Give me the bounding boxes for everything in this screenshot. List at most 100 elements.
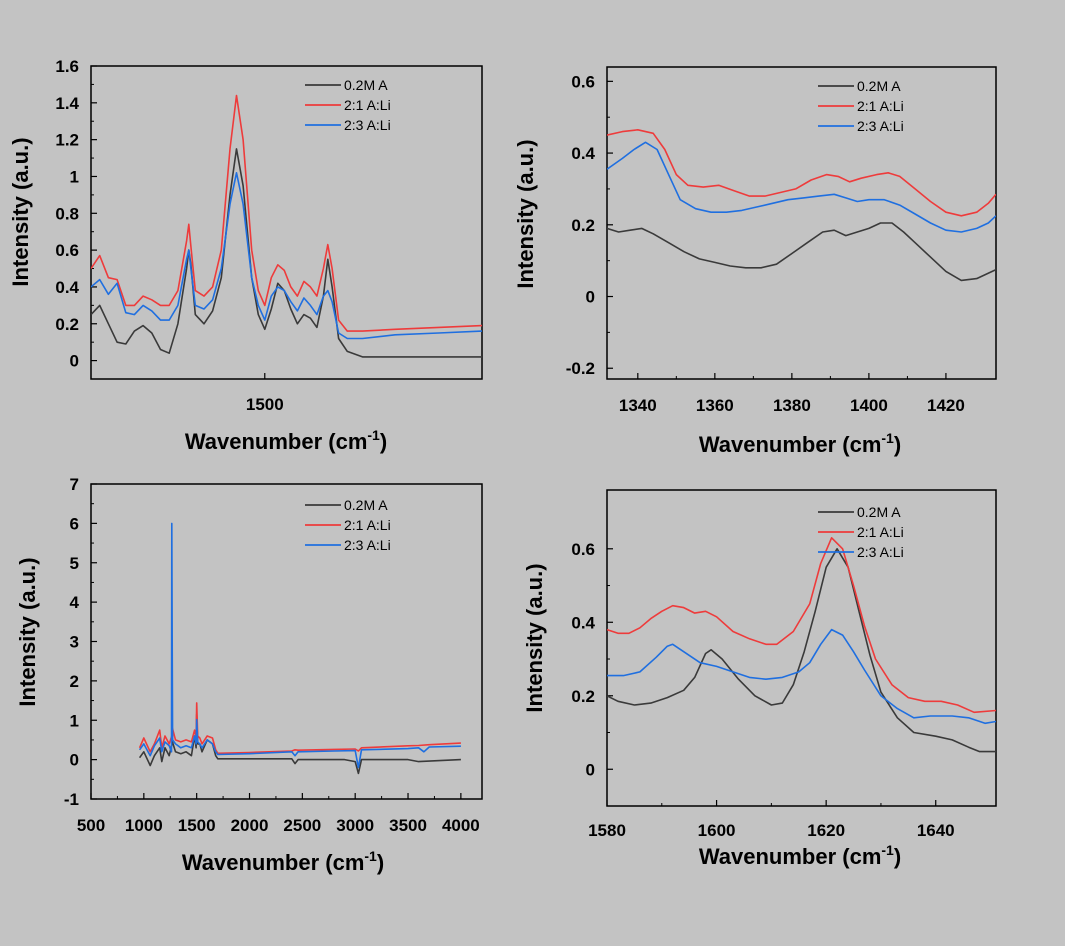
x-tick-label: 1640	[917, 821, 955, 840]
y-axis-ticks: 0 0.2 0.4 0.6 0.8 1 1.2 1.4 1.6	[55, 57, 97, 371]
series-line-1	[607, 222, 996, 282]
series-line-2	[91, 94, 482, 332]
plot-area	[606, 489, 997, 807]
series-line-2	[138, 702, 461, 755]
x-tick-label: 1500	[246, 395, 284, 414]
legend: 0.2M A 2:1 A:Li 2:3 A:Li	[818, 504, 904, 560]
legend-label: 2:1 A:Li	[857, 524, 904, 540]
x-tick-label: 1380	[773, 396, 811, 415]
series-lines	[138, 522, 461, 775]
y-axis-label: Intensity (a.u.)	[522, 563, 547, 712]
y-tick-label: 0.2	[571, 216, 595, 235]
x-axis-label-superscript: -1	[367, 427, 380, 443]
y-tick-label: 0.4	[571, 144, 595, 163]
y-tick-label: 0.2	[571, 687, 595, 706]
series-line-2	[607, 537, 996, 714]
x-axis-ticks: 1340 1360 1380 1400 1420	[619, 373, 965, 415]
x-axis-label: Wavenumber (cm-1)	[699, 430, 901, 457]
y-tick-label: 2	[70, 672, 79, 691]
x-axis-ticks: 1500	[246, 373, 284, 414]
y-tick-label: 1.2	[55, 131, 79, 150]
x-tick-label: 1580	[588, 821, 626, 840]
x-axis-label: Wavenumber (cm-1)	[182, 848, 384, 875]
y-tick-label: 1	[70, 167, 79, 186]
legend-label: 2:3 A:Li	[857, 544, 904, 560]
y-tick-label: 4	[70, 593, 80, 612]
x-axis-label-superscript: -1	[364, 848, 377, 864]
y-tick-label: 0	[586, 288, 595, 307]
y-tick-label: -1	[64, 790, 79, 809]
y-tick-label: -0.2	[566, 359, 595, 378]
y-axis-ticks: -0.2 0 0.2 0.4 0.6	[566, 72, 613, 378]
x-tick-label: 3500	[389, 816, 427, 835]
series-line-3	[91, 172, 482, 340]
series-line-2	[607, 129, 996, 217]
y-axis-label: Intensity (a.u.)	[8, 137, 33, 286]
y-tick-label: 7	[70, 475, 79, 494]
y-tick-label: 3	[70, 633, 79, 652]
y-tick-label: 0.6	[571, 540, 595, 559]
series-line-3	[607, 141, 996, 233]
x-tick-label: 4000	[442, 816, 480, 835]
legend-label: 2:3 A:Li	[857, 118, 904, 134]
series-line-1	[607, 548, 996, 753]
y-tick-label: 0	[70, 352, 79, 371]
series-lines	[91, 94, 482, 358]
legend: 0.2M A 2:1 A:Li 2:3 A:Li	[818, 78, 904, 134]
plot-area	[90, 65, 483, 380]
series-line-3	[607, 628, 996, 725]
y-tick-label: 0.4	[571, 613, 595, 632]
series-line-3	[138, 522, 461, 769]
y-tick-label: 0.4	[55, 278, 79, 297]
y-tick-label: 0.6	[55, 241, 79, 260]
y-tick-label: 6	[70, 514, 79, 533]
legend: 0.2M A 2:1 A:Li 2:3 A:Li	[305, 497, 391, 553]
y-tick-label: 1.4	[55, 94, 79, 113]
y-axis-label: Intensity (a.u.)	[15, 557, 40, 706]
legend-label: 2:3 A:Li	[344, 117, 391, 133]
x-tick-label: 1000	[125, 816, 163, 835]
y-axis-ticks: 0 0.2 0.4 0.6	[571, 540, 613, 779]
y-tick-label: 0.2	[55, 315, 79, 334]
x-tick-label: 2500	[283, 816, 321, 835]
x-tick-label: 1340	[619, 396, 657, 415]
y-tick-label: 1.6	[55, 57, 79, 76]
plot-area	[606, 66, 997, 380]
legend-label: 2:1 A:Li	[857, 98, 904, 114]
x-axis-label-superscript: -1	[881, 430, 894, 446]
legend-label: 2:1 A:Li	[344, 517, 391, 533]
x-axis-label-superscript: -1	[881, 842, 894, 858]
x-tick-label: 1420	[927, 396, 965, 415]
y-axis-ticks: -1 0 1 2 3 4 5 6 7	[64, 475, 97, 809]
x-tick-label: 2000	[231, 816, 269, 835]
y-tick-label: 0	[70, 751, 79, 770]
x-tick-label: 1600	[698, 821, 736, 840]
legend-label: 0.2M A	[344, 77, 388, 93]
legend-label: 2:1 A:Li	[344, 97, 391, 113]
y-tick-label: 5	[70, 554, 79, 573]
x-tick-label: 1360	[696, 396, 734, 415]
legend-label: 0.2M A	[857, 504, 901, 520]
x-tick-label: 3000	[336, 816, 374, 835]
legend-label: 0.2M A	[857, 78, 901, 94]
series-line-1	[91, 148, 482, 358]
legend-label: 0.2M A	[344, 497, 388, 513]
x-axis-label: Wavenumber (cm-1)	[699, 842, 901, 869]
x-tick-label: 1400	[850, 396, 888, 415]
x-axis-ticks: 500 1000 1500 2000 2500 3000 3500 4000	[77, 793, 480, 835]
y-tick-label: 1	[70, 711, 79, 730]
series-lines	[607, 129, 996, 282]
legend-label: 2:3 A:Li	[344, 537, 391, 553]
y-tick-label: 0.6	[571, 72, 595, 91]
x-tick-label: 500	[77, 816, 105, 835]
y-axis-label: Intensity (a.u.)	[513, 139, 538, 288]
y-tick-label: 0	[586, 760, 595, 779]
x-tick-label: 1620	[807, 821, 845, 840]
x-tick-label: 1500	[178, 816, 216, 835]
x-axis-ticks: 1580 1600 1620 1640	[588, 800, 955, 840]
